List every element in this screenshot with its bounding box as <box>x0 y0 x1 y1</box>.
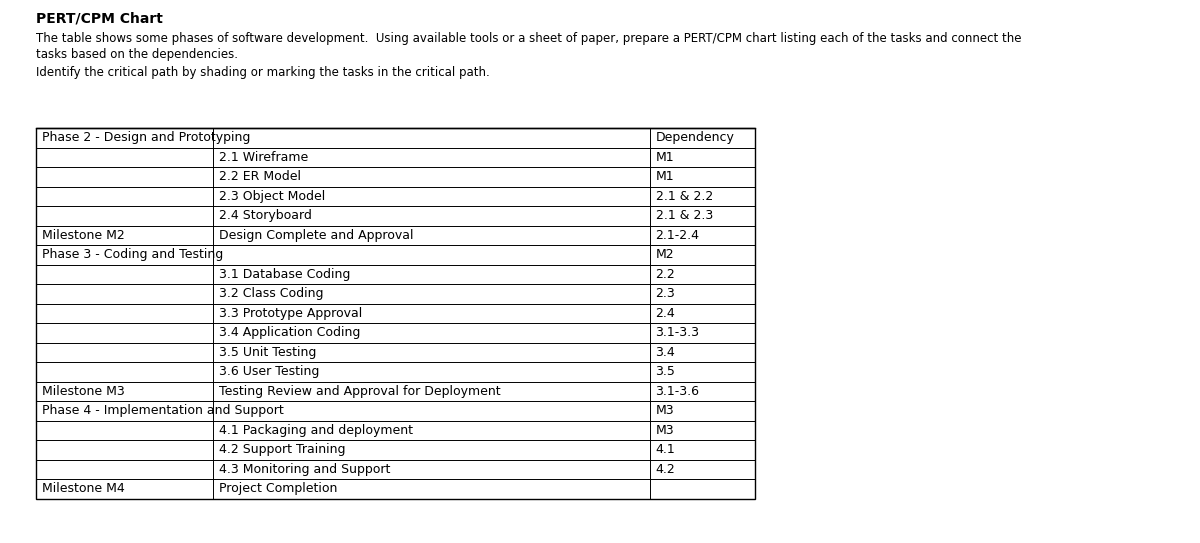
Text: 4.1: 4.1 <box>655 443 676 456</box>
Bar <box>36 128 755 498</box>
Text: 2.2 ER Model: 2.2 ER Model <box>220 171 301 183</box>
Text: 3.3 Prototype Approval: 3.3 Prototype Approval <box>220 307 362 320</box>
Text: 3.5: 3.5 <box>655 365 676 378</box>
Text: Dependency: Dependency <box>655 131 734 144</box>
Text: Milestone M4: Milestone M4 <box>42 482 125 495</box>
Text: Phase 3 - Coding and Testing: Phase 3 - Coding and Testing <box>42 248 223 261</box>
Text: 3.4: 3.4 <box>655 346 676 359</box>
Text: 4.2: 4.2 <box>655 463 676 476</box>
Text: 2.3: 2.3 <box>655 287 676 300</box>
Text: 4.1 Packaging and deployment: 4.1 Packaging and deployment <box>220 424 413 437</box>
Text: Phase 2 - Design and Prototyping: Phase 2 - Design and Prototyping <box>42 131 251 144</box>
Text: 2.1 Wireframe: 2.1 Wireframe <box>220 151 308 164</box>
Text: Phase 4 - Implementation and Support: Phase 4 - Implementation and Support <box>42 404 283 417</box>
Text: Milestone M2: Milestone M2 <box>42 229 125 242</box>
Text: Testing Review and Approval for Deployment: Testing Review and Approval for Deployme… <box>220 385 500 398</box>
Text: Design Complete and Approval: Design Complete and Approval <box>220 229 414 242</box>
Text: 4.3 Monitoring and Support: 4.3 Monitoring and Support <box>220 463 391 476</box>
Text: 2.1-2.4: 2.1-2.4 <box>655 229 700 242</box>
Text: M2: M2 <box>655 248 674 261</box>
Text: 2.1 & 2.2: 2.1 & 2.2 <box>655 190 713 203</box>
Text: The table shows some phases of software development.  Using available tools or a: The table shows some phases of software … <box>36 32 1021 45</box>
Text: 4.2 Support Training: 4.2 Support Training <box>220 443 346 456</box>
Text: 2.4: 2.4 <box>655 307 676 320</box>
Text: 3.1-3.3: 3.1-3.3 <box>655 326 700 339</box>
Text: 2.2: 2.2 <box>655 268 676 281</box>
Text: Milestone M3: Milestone M3 <box>42 385 125 398</box>
Text: M3: M3 <box>655 404 674 417</box>
Text: 2.1 & 2.3: 2.1 & 2.3 <box>655 209 713 222</box>
Text: 3.6 User Testing: 3.6 User Testing <box>220 365 319 378</box>
Text: 3.4 Application Coding: 3.4 Application Coding <box>220 326 361 339</box>
Text: M1: M1 <box>655 151 674 164</box>
Text: 3.5 Unit Testing: 3.5 Unit Testing <box>220 346 317 359</box>
Text: 3.1-3.6: 3.1-3.6 <box>655 385 700 398</box>
Text: Project Completion: Project Completion <box>220 482 337 495</box>
Text: tasks based on the dependencies.: tasks based on the dependencies. <box>36 48 238 61</box>
Text: Identify the critical path by shading or marking the tasks in the critical path.: Identify the critical path by shading or… <box>36 66 490 79</box>
Text: M3: M3 <box>655 424 674 437</box>
Text: M1: M1 <box>655 171 674 183</box>
Text: 2.4 Storyboard: 2.4 Storyboard <box>220 209 312 222</box>
Text: 3.1 Database Coding: 3.1 Database Coding <box>220 268 350 281</box>
Text: PERT/CPM Chart: PERT/CPM Chart <box>36 12 163 26</box>
Text: 3.2 Class Coding: 3.2 Class Coding <box>220 287 324 300</box>
Text: 2.3 Object Model: 2.3 Object Model <box>220 190 325 203</box>
